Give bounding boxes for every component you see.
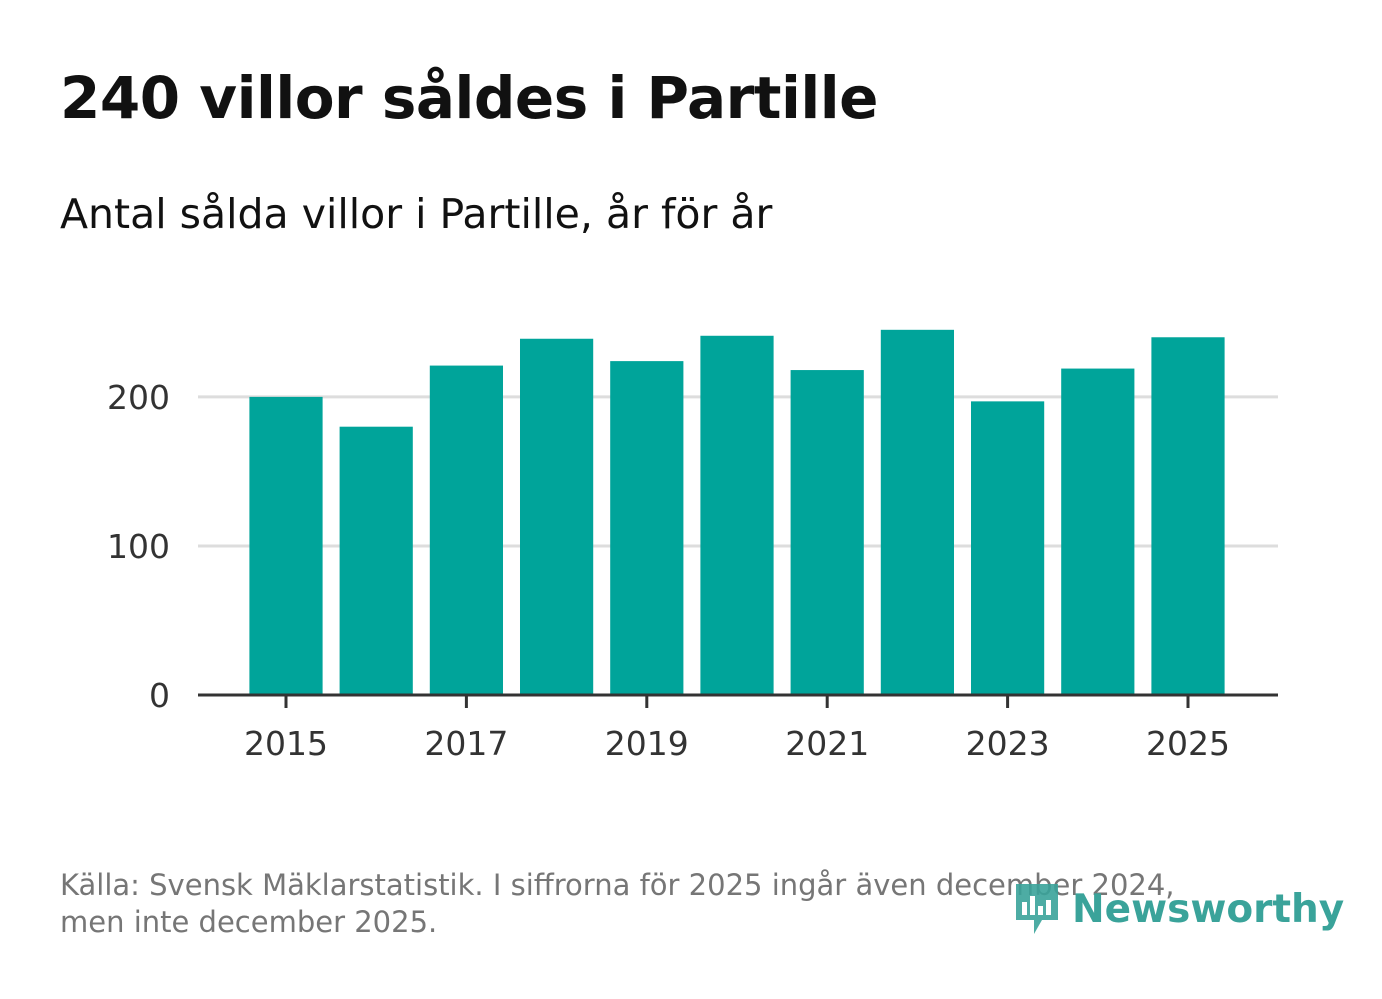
bar-2020 xyxy=(700,335,774,695)
bars xyxy=(249,329,1225,695)
bar-2022 xyxy=(880,329,955,695)
source-line-2: men inte december 2025. xyxy=(60,905,438,939)
x-tick-label-2015: 2015 xyxy=(244,724,328,763)
y-tick-label-0: 0 xyxy=(149,676,170,715)
chart-subtitle: Antal sålda villor i Partille, år för år xyxy=(60,190,773,238)
x-tick-label-2017: 2017 xyxy=(424,724,508,763)
bar-2015 xyxy=(249,396,323,695)
bar-2018 xyxy=(519,338,594,695)
bar-2024 xyxy=(1061,368,1135,695)
bar-2023 xyxy=(970,401,1045,695)
source-line-1: Källa: Svensk Mäklarstatistik. I siffror… xyxy=(60,868,1175,902)
x-tick-label-2019: 2019 xyxy=(605,724,689,763)
newsworthy-chart-icon xyxy=(1016,884,1058,934)
tick-labels: 0 100 200 2015 2017 2019 2021 2023 2025 xyxy=(107,378,1230,763)
x-tick-label-2021: 2021 xyxy=(785,724,869,763)
bar-2016 xyxy=(339,426,413,695)
logo-text: Newsworthy xyxy=(1072,886,1345,932)
bar-2021 xyxy=(790,370,864,695)
bar-2025 xyxy=(1151,337,1225,695)
y-tick-label-200: 200 xyxy=(107,378,170,417)
y-tick-label-100: 100 xyxy=(107,527,170,566)
bar-2019 xyxy=(610,361,684,695)
source-note: Källa: Svensk Mäklarstatistik. I siffror… xyxy=(60,867,1300,941)
bar-2017 xyxy=(429,365,504,695)
x-tick-label-2025: 2025 xyxy=(1146,724,1230,763)
x-tick-label-2023: 2023 xyxy=(966,724,1050,763)
axes xyxy=(198,693,1278,708)
bar-chart: 0 100 200 2015 2017 2019 2021 2023 2025 xyxy=(107,329,1278,763)
chart-title: 240 villor såldes i Partille xyxy=(60,64,878,132)
newsworthy-logo: Newsworthy xyxy=(1012,880,1344,938)
